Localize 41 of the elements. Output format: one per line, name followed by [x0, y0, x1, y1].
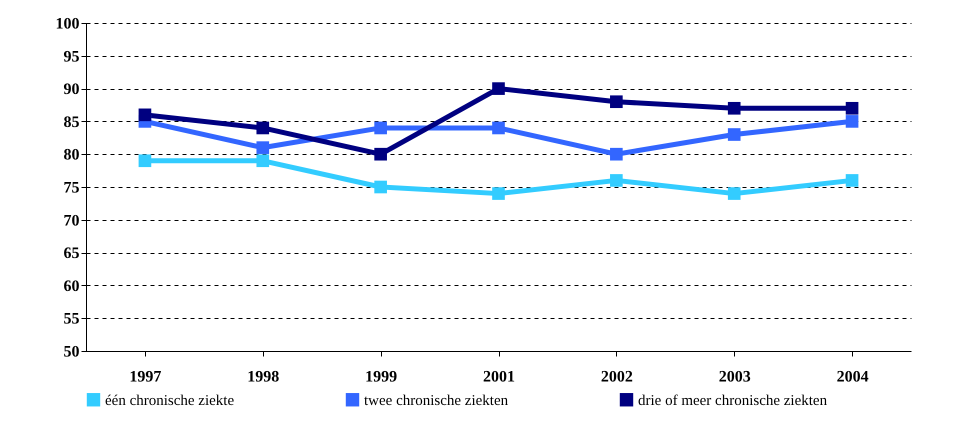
point	[610, 95, 623, 108]
x-tick-label: 2002	[600, 368, 633, 386]
y-tick-label: 70	[64, 212, 80, 230]
y-tick-label: 65	[64, 245, 80, 262]
x-tick-label: 1999	[365, 368, 398, 386]
point	[492, 187, 505, 200]
y-tick-label: 80	[64, 146, 80, 164]
point	[256, 122, 270, 134]
y-tick-label: 100	[56, 16, 80, 32]
point	[728, 187, 741, 200]
x-tick-label: 1998	[247, 368, 280, 386]
point	[138, 154, 152, 168]
y-tick-label: 75	[64, 180, 80, 196]
point	[728, 128, 741, 141]
point	[610, 148, 623, 161]
x-tick-label: 2004	[836, 368, 869, 386]
y-tick-label: 55	[64, 310, 80, 328]
legend-label: twee chronische ziekten	[364, 392, 509, 409]
x-tick-label: 1997	[129, 368, 162, 386]
point	[846, 102, 858, 115]
legend-label: drie of meer chronische ziekten	[638, 392, 828, 409]
y-tick-label: 95	[64, 48, 80, 66]
point	[374, 180, 387, 194]
point	[138, 108, 152, 122]
point	[256, 154, 270, 168]
point	[256, 141, 270, 154]
point	[374, 148, 387, 161]
x-tick-label: 2001	[483, 368, 515, 386]
point	[492, 82, 505, 95]
y-tick-label: 85	[64, 114, 80, 131]
legend-label: één chronische ziekte	[105, 392, 234, 409]
y-tick-label: 60	[64, 278, 80, 295]
point	[728, 102, 741, 115]
y-tick-label: 90	[64, 81, 80, 98]
x-tick-label: 2003	[718, 368, 751, 386]
point	[846, 115, 858, 128]
point	[492, 122, 505, 134]
point	[610, 174, 623, 187]
point	[374, 122, 387, 134]
y-tick-label: 50	[64, 344, 80, 360]
point	[846, 174, 858, 187]
